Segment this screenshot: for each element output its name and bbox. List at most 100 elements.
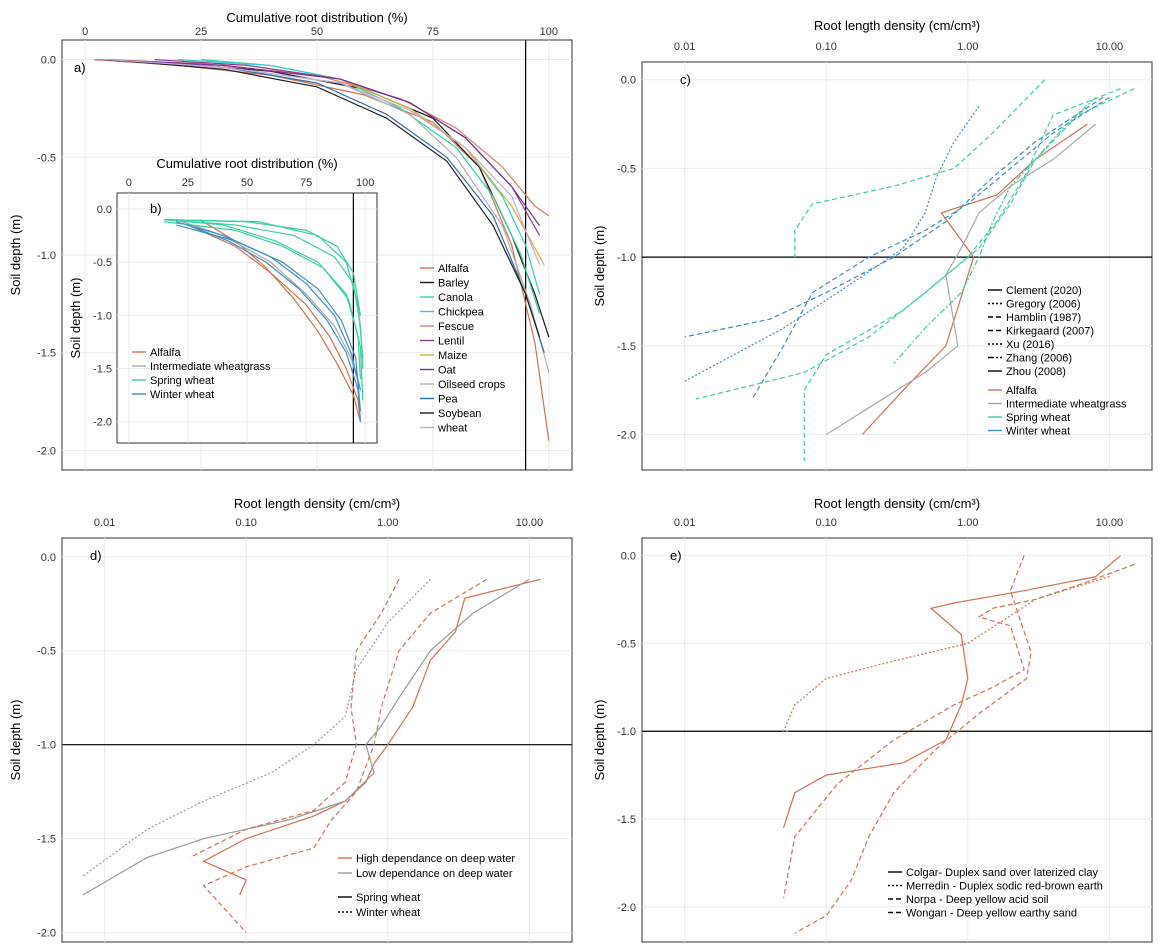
panel-d-xticks: 0.01 0.10 1.00 10.00 bbox=[94, 517, 543, 529]
y-tick-label: -1.5 bbox=[37, 834, 56, 846]
x-tick-label: 0.10 bbox=[235, 517, 256, 529]
series-line bbox=[108, 58, 541, 265]
panel-a-xlabel: Cumulative root distribution (%) bbox=[226, 10, 407, 25]
legend-label: Hamblin (1987) bbox=[1006, 312, 1081, 324]
series-line bbox=[164, 218, 364, 358]
legend-label: Alfalfa bbox=[1006, 385, 1037, 397]
panel-b-label: b) bbox=[150, 201, 162, 216]
legend-label: Fescue bbox=[438, 321, 474, 333]
legend-label: Gregory (2006) bbox=[1006, 299, 1081, 311]
legend-label: Wongan - Deep yellow earthy sand bbox=[906, 908, 1077, 920]
panel-d-legend: High dependance on deep water Low dependa… bbox=[338, 853, 515, 919]
series-line bbox=[782, 563, 1135, 899]
x-tick-label: 25 bbox=[195, 26, 207, 38]
series-line bbox=[175, 224, 362, 412]
legend-label: Alfalfa bbox=[438, 263, 469, 275]
legend-label: Winter wheat bbox=[150, 389, 214, 401]
series-line bbox=[94, 58, 550, 441]
legend-label: Barley bbox=[438, 278, 470, 290]
series-line bbox=[794, 555, 1032, 934]
series-line bbox=[187, 224, 362, 422]
panel-e-frame bbox=[641, 537, 1153, 943]
panel-a-label: a) bbox=[74, 60, 86, 75]
x-tick-label: 25 bbox=[182, 177, 194, 189]
panel-e-ylabel: Soil depth (m) bbox=[592, 700, 607, 781]
legend-label: Merredin - Duplex sodic red-brown earth bbox=[906, 881, 1103, 893]
legend-label: Chickpea bbox=[438, 307, 485, 319]
y-tick-label: -0.5 bbox=[93, 257, 112, 269]
series-line bbox=[82, 578, 431, 877]
panel-b-yticks: 0.0 -0.5 -1.0 -1.5 -2.0 bbox=[93, 204, 112, 429]
legend-label: Pea bbox=[438, 394, 458, 406]
series-line bbox=[783, 555, 1121, 829]
series-line bbox=[175, 221, 362, 390]
y-tick-label: -2.0 bbox=[37, 445, 56, 457]
x-tick-label: 10.00 bbox=[1096, 517, 1124, 529]
x-tick-label: 0.01 bbox=[94, 517, 115, 529]
legend-label: Colgar- Duplex sand over laterized clay bbox=[906, 867, 1098, 879]
legend-label: Lentil bbox=[438, 336, 464, 348]
legend-label: Maize bbox=[438, 350, 467, 362]
panel-c-yticks: 0.0 -0.5 -1.0 -1.5 -2.0 bbox=[617, 75, 636, 442]
y-tick-label: -2.0 bbox=[617, 430, 636, 442]
legend-label: Oat bbox=[438, 365, 456, 377]
legend-label: Intermediate wheatgrass bbox=[150, 361, 271, 373]
legend-label: Winter wheat bbox=[1006, 426, 1070, 438]
series-line bbox=[794, 79, 1046, 258]
y-tick-label: 0.0 bbox=[97, 204, 112, 216]
y-tick-label: -0.5 bbox=[617, 638, 636, 650]
legend-label: Low dependance on deep water bbox=[356, 868, 513, 880]
legend-label: Alfalfa bbox=[150, 347, 181, 359]
panel-c-lines bbox=[642, 79, 1152, 462]
panel-e-xlabel: Root length density (cm/cm³) bbox=[814, 496, 980, 511]
panel-d: Root length density (cm/cm³) 0.01 0.10 1.0… bbox=[8, 496, 573, 943]
series-line bbox=[108, 58, 541, 338]
legend-label: Xu (2016) bbox=[1006, 339, 1054, 351]
panel-c-xticks: 0.01 0.10 1.00 10.00 bbox=[674, 41, 1123, 53]
x-tick-label: 0 bbox=[126, 177, 132, 189]
x-tick-label: 0.01 bbox=[674, 41, 695, 53]
y-tick-label: -2.0 bbox=[37, 928, 56, 940]
panel-c-legend: Clement (2020) Gregory (2006)Hamblin (198… bbox=[988, 285, 1127, 438]
panel-d-yticks: 0.0 -0.5 -1.0 -1.5 -2.0 bbox=[37, 552, 56, 940]
legend-label: Intermediate wheatgrass bbox=[1006, 399, 1127, 411]
legend-label: wheat bbox=[437, 423, 467, 435]
panel-a-legend: Alfalfa Barley Canola Chickpea Fescue Lentil M… bbox=[420, 263, 506, 435]
panel-d-xlabel: Root length density (cm/cm³) bbox=[234, 496, 400, 511]
panel-d-ylabel: Soil depth (m) bbox=[8, 700, 23, 781]
legend-label: Zhou (2008) bbox=[1006, 366, 1066, 378]
panel-c: Root length density (cm/cm³) 0.01 0.10 1.0… bbox=[592, 18, 1153, 471]
y-tick-label: -1.0 bbox=[617, 252, 636, 264]
series-line bbox=[825, 123, 1097, 436]
y-tick-label: -1.5 bbox=[617, 341, 636, 353]
series-line bbox=[695, 88, 1135, 400]
y-tick-label: -0.5 bbox=[37, 646, 56, 658]
series-line bbox=[782, 576, 1110, 732]
series-line bbox=[751, 96, 1110, 400]
panel-b-ylabel: Soil depth (m) bbox=[68, 278, 83, 359]
legend-label: High dependance on deep water bbox=[356, 853, 515, 865]
y-tick-label: -2.0 bbox=[617, 902, 636, 914]
series-line bbox=[202, 578, 488, 934]
legend-label: Kirkegaard (2007) bbox=[1006, 326, 1094, 338]
x-tick-label: 50 bbox=[311, 26, 323, 38]
series-line bbox=[861, 123, 1088, 435]
y-tick-label: -1.0 bbox=[617, 726, 636, 738]
x-tick-label: 1.00 bbox=[957, 517, 978, 529]
y-tick-label: -1.0 bbox=[93, 310, 112, 322]
panel-e: Root length density (cm/cm³) 0.01 0.10 1.0… bbox=[592, 496, 1153, 943]
y-tick-label: -0.5 bbox=[37, 152, 56, 164]
legend-label: Norpa - Deep yellow acid soil bbox=[906, 894, 1048, 906]
series-line bbox=[202, 578, 541, 896]
x-tick-label: 100 bbox=[356, 177, 374, 189]
legend-label: Zhang (2006) bbox=[1006, 353, 1072, 365]
panel-e-xticks: 0.01 0.10 1.00 10.00 bbox=[674, 517, 1123, 529]
legend-label: Spring wheat bbox=[150, 375, 214, 387]
panel-b-grid bbox=[117, 193, 377, 443]
y-tick-label: -2.0 bbox=[93, 417, 112, 429]
series-line bbox=[108, 58, 541, 227]
x-tick-label: 0.10 bbox=[815, 41, 836, 53]
panel-a-ylabel: Soil depth (m) bbox=[8, 215, 23, 296]
panel-e-legend: Colgar- Duplex sand over laterized clay M… bbox=[888, 867, 1103, 920]
